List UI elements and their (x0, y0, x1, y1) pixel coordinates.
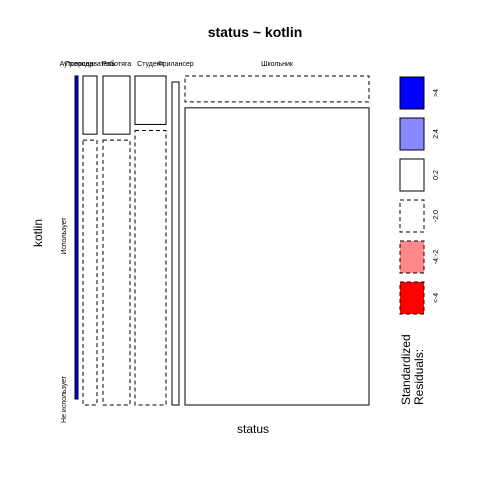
legend-title-line-1: Standardized (399, 334, 413, 405)
kotlin-label-не-использует: Не использует (61, 375, 68, 423)
legend-box-3 (399, 199, 425, 233)
legend-box-0 (399, 76, 425, 110)
cell-школьник-не-использует (184, 107, 370, 406)
x-axis-label: status (237, 422, 269, 436)
cell-студент-не-использует (134, 129, 167, 406)
legend-label-3: -2:0 (433, 210, 440, 222)
cell-преподаватель-использует (82, 75, 98, 135)
legend-box-5 (399, 281, 425, 315)
status-label-фрилансер: Фрилансер (157, 61, 193, 68)
status-label-школьник: Школьник (261, 61, 294, 68)
legend-box-4 (399, 240, 425, 274)
kotlin-axis-tick-labels: Использует Не использует (61, 217, 68, 423)
residuals-legend: >4 2:4 0:2 -2:0 -4:-2 <-4 Standardized Residu… (399, 76, 440, 405)
kotlin-label-использует: Использует (61, 217, 68, 255)
legend-box-2 (399, 158, 425, 192)
legend-box-1 (399, 117, 425, 151)
legend-label-1: 2:4 (433, 129, 440, 139)
y-axis-label: kotlin (31, 219, 45, 247)
legend-title-line-2: Residuals: (412, 349, 426, 405)
legend-title: Standardized Residuals: (399, 331, 426, 405)
cell-школьник-использует (184, 75, 370, 103)
legend-label-0: >4 (433, 89, 440, 97)
chart-title: status ~ kotlin (208, 24, 303, 40)
mosaic-cells (74, 75, 370, 406)
legend-label-5: <-4 (433, 293, 440, 303)
status-label-аутсорсер: Аутсорсер (60, 61, 94, 68)
status-label-работяга: Работяга (102, 60, 131, 68)
cell-аутсорсер-использует (74, 75, 79, 400)
legend-label-4: -4:-2 (433, 250, 440, 265)
cell-фрилансер-не-использует (171, 81, 180, 406)
cell-студент-использует (134, 75, 167, 125)
cell-преподаватель-не-использует (82, 139, 98, 406)
legend-label-2: 0:2 (433, 170, 440, 180)
status-label-студент: Студент (137, 61, 164, 68)
status-label-преподаватель: Преподаватель (65, 61, 116, 68)
cell-работяга-использует (102, 75, 131, 135)
cell-работяга-не-использует (102, 139, 131, 406)
legend-boxes: >4 2:4 0:2 -2:0 -4:-2 <-4 (399, 76, 440, 315)
